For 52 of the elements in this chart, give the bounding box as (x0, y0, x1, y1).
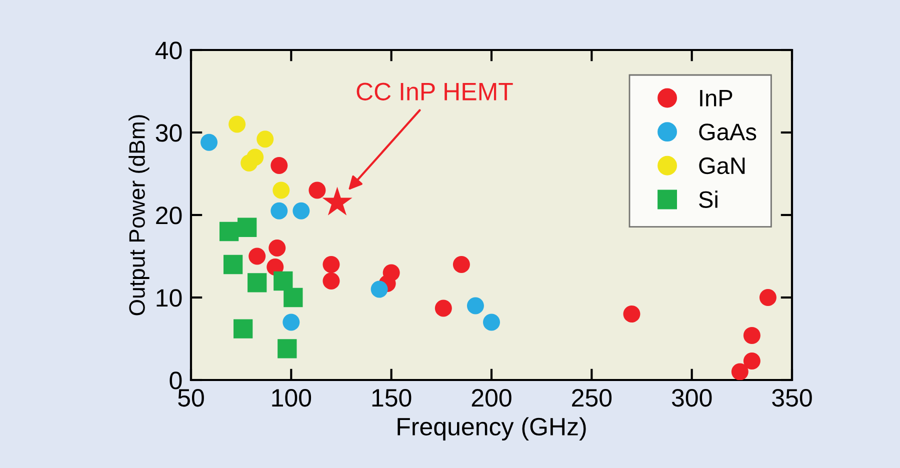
point (292, 202, 310, 220)
point (743, 326, 760, 344)
y-axis-title: Output Power (dBm) (128, 115, 150, 316)
y-tick-label: 30 (156, 124, 182, 142)
point (240, 154, 258, 172)
point (238, 218, 257, 237)
point (322, 272, 340, 290)
point (234, 319, 253, 338)
point (284, 288, 303, 308)
point (322, 256, 340, 274)
point (278, 339, 297, 358)
y-tick-label: 40 (155, 42, 182, 60)
point (731, 363, 748, 380)
point (272, 182, 290, 199)
x-tick-label: 150 (372, 388, 412, 407)
point (434, 300, 452, 317)
x-tick-label: 250 (572, 388, 612, 407)
point (223, 254, 243, 274)
x-tick-label: 100 (272, 388, 312, 407)
point (308, 182, 326, 199)
y-tick-label: 20 (156, 206, 182, 224)
point (452, 256, 470, 274)
annotation: CC InP HEMT (356, 82, 513, 100)
point (759, 288, 776, 306)
point (270, 202, 288, 220)
point (623, 305, 640, 323)
point (200, 134, 218, 151)
x-tick-label: 350 (772, 388, 812, 407)
y-tick-label: 10 (156, 289, 182, 307)
legend-label: GaN (699, 157, 745, 174)
legend-label: InP (700, 90, 732, 106)
x-tick-label: 200 (472, 388, 512, 407)
point (743, 352, 760, 370)
point (274, 271, 293, 291)
legend-label: Si (699, 190, 718, 208)
x-axis-title: Frequency (GHz) (398, 417, 586, 440)
y-tick-label: 0 (170, 372, 182, 390)
x-tick-label: 50 (178, 388, 204, 407)
legend-label: GaAs (699, 124, 756, 140)
point (256, 130, 274, 148)
x-tick-label: 300 (672, 388, 712, 407)
point (228, 116, 246, 133)
point (219, 222, 239, 242)
point (382, 264, 400, 282)
point (268, 239, 286, 257)
point (248, 248, 266, 265)
point (270, 156, 288, 174)
point (482, 314, 500, 331)
point (282, 314, 300, 331)
point (466, 297, 484, 314)
point (248, 273, 267, 292)
point (370, 280, 388, 298)
